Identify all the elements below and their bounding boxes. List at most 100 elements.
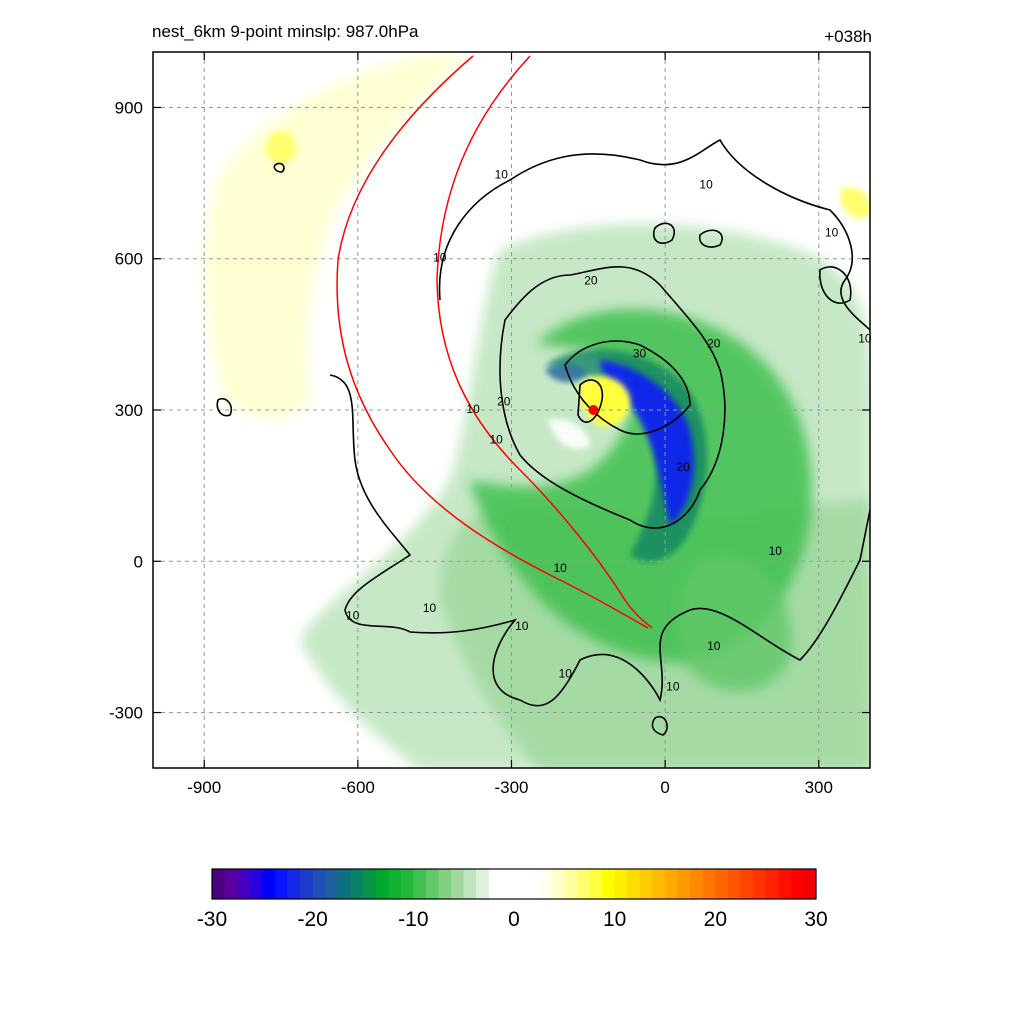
colorbar-swatch: [350, 869, 364, 899]
colorbar-tick-label: 20: [704, 908, 727, 931]
contour-label: 30: [633, 347, 647, 361]
colorbar-swatch: [476, 869, 490, 899]
contour-label: 10: [699, 178, 713, 192]
contour-label: 10: [858, 331, 872, 345]
contour-label: 10: [825, 226, 839, 240]
colorbar-swatch: [337, 869, 351, 899]
colorbar-swatch: [451, 869, 465, 899]
x-tick-label: 300: [805, 778, 833, 797]
colorbar-swatch: [400, 869, 414, 899]
x-tick-label: -600: [341, 778, 375, 797]
colorbar-swatch: [413, 869, 427, 899]
contour-label: 10: [707, 639, 721, 653]
storm-center-marker: [588, 405, 599, 415]
colorbar-tick-label: -20: [297, 908, 327, 931]
colorbar-swatch: [287, 869, 301, 899]
y-tick-label: 300: [115, 401, 143, 420]
colorbar-swatch: [212, 869, 226, 899]
contour-label: 20: [676, 460, 690, 474]
colorbar-swatch: [262, 869, 276, 899]
shading-blue-band: [600, 360, 694, 525]
contour-10-outer-south: [329, 374, 870, 707]
contour-label: 10: [466, 402, 480, 416]
y-tick-label: -300: [109, 704, 143, 723]
colorbar-tick-label: 10: [603, 908, 626, 931]
colorbar-tick-label: 30: [804, 908, 827, 931]
contour-label: 10: [515, 619, 529, 633]
colorbar-swatch: [526, 869, 540, 899]
colorbar-swatch: [224, 869, 238, 899]
colorbar-swatch: [614, 869, 628, 899]
colorbar-swatch: [790, 869, 804, 899]
contour-small-east: [819, 266, 852, 304]
colorbar-swatch: [652, 869, 666, 899]
contour-label: 10: [346, 609, 360, 623]
colorbar-swatch: [665, 869, 679, 899]
contour-label: 10: [559, 667, 573, 681]
colorbar-swatch: [249, 869, 263, 899]
contour-eye: [577, 379, 604, 423]
colorbar-swatch: [576, 869, 590, 899]
y-tick-label: 600: [115, 250, 143, 269]
x-tick-label: -900: [187, 778, 221, 797]
colorbar-swatch: [639, 869, 653, 899]
colorbar-swatch: [690, 869, 704, 899]
colorbar-swatch: [727, 869, 741, 899]
x-tick-label: 0: [660, 778, 669, 797]
colorbar-swatch: [438, 869, 452, 899]
colorbar-swatch: [589, 869, 603, 899]
forecast-hour-label: +038h: [824, 27, 872, 46]
swath-line-east: [436, 55, 653, 629]
contour-small-north: [653, 222, 675, 244]
colorbar-swatch: [375, 869, 389, 899]
colorbar-swatch: [325, 869, 339, 899]
colorbar-swatch: [778, 869, 792, 899]
colorbar-swatch: [677, 869, 691, 899]
y-axis-labels: -300 0 300 600 900: [109, 98, 143, 722]
contour-label: 10: [666, 679, 680, 693]
colorbar-swatch: [702, 869, 716, 899]
contour-lines: [216, 138, 870, 736]
contour-small-west: [216, 397, 233, 417]
colorbar-swatch: [274, 869, 288, 899]
colorbar-swatch: [765, 869, 779, 899]
x-axis-labels: -900 -600 -300 0 300: [187, 778, 833, 797]
colorbar-swatch: [803, 869, 817, 899]
colorbar-swatch: [363, 869, 377, 899]
colorbar-tick-label: -10: [398, 908, 428, 931]
contour-10-outer-north: [438, 138, 870, 331]
swath-line-west: [336, 55, 649, 629]
colorbar-frame: [211, 868, 817, 900]
axis-ticks: [153, 52, 870, 768]
colorbar: [211, 868, 817, 900]
colorbar-labels: -30 -20 -10 0 10 20 30: [197, 908, 828, 931]
contour-label: 20: [584, 273, 598, 287]
colorbar-swatch: [237, 869, 251, 899]
colorbar-swatch: [312, 869, 326, 899]
contour-small-north-2: [698, 229, 723, 248]
contour-label: 20: [497, 394, 511, 408]
colorbar-swatch: [564, 869, 578, 899]
x-tick-label: -300: [494, 778, 528, 797]
track-swath-lines: [336, 55, 653, 629]
contour-label: 20: [707, 336, 721, 350]
contour-label: 10: [423, 601, 437, 615]
y-tick-label: 900: [115, 98, 143, 117]
colorbar-swatch: [602, 869, 616, 899]
contour-small-nw: [273, 162, 285, 173]
colorbar-tick-label: 0: [508, 908, 520, 931]
colorbar-swatch: [514, 869, 528, 899]
colorbar-swatch: [627, 869, 641, 899]
shading-eye-white: [548, 419, 590, 449]
colorbar-swatch: [488, 869, 502, 899]
colorbar-swatch: [740, 869, 754, 899]
y-tick-label: 0: [134, 552, 143, 571]
contour-20: [499, 266, 726, 529]
contour-small-south: [651, 715, 668, 736]
shading-green-band-southeast: [679, 556, 792, 692]
colorbar-swatch: [425, 869, 439, 899]
colorbar-swatch: [300, 869, 314, 899]
contour-label: 10: [495, 168, 509, 182]
colorbar-swatch: [551, 869, 565, 899]
